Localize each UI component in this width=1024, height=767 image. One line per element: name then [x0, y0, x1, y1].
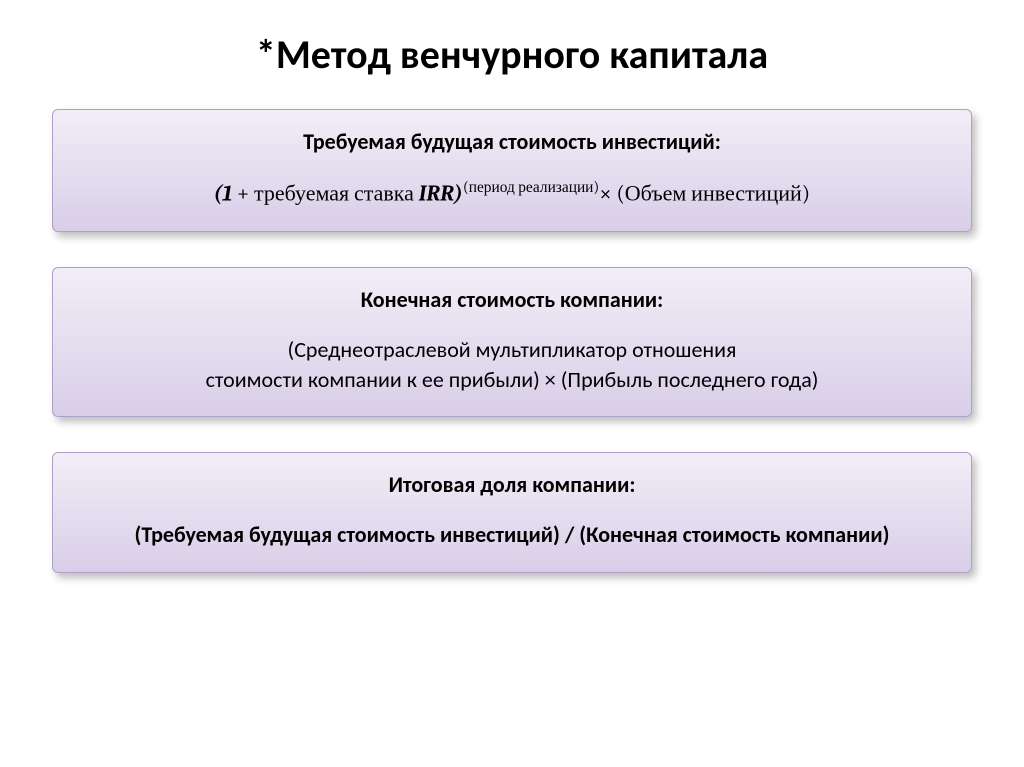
chevron-down-icon [442, 416, 582, 446]
paren-close: ) [454, 180, 463, 206]
box-heading: Требуемая будущая стоимость инвестиций: [73, 128, 951, 155]
body-bold: (Требуемая будущая стоимость инвестиций)… [135, 521, 890, 548]
paren-close-2: ) [802, 180, 810, 206]
slide: *Метод венчурного капитала Требуемая буд… [0, 0, 1024, 767]
slide-title: *Метод венчурного капитала [50, 30, 974, 79]
plus: + [232, 180, 254, 206]
box-formula: (1 + требуемая ставка IRR) ( период реализ… [73, 177, 951, 209]
body-line-2: стоимости компании к ее прибыли) × (Приб… [206, 366, 819, 393]
times: × [599, 180, 616, 206]
body-line-1: (Среднеотраслевой мультипликатор отношен… [288, 336, 737, 363]
volume: Объем инвестиций [625, 180, 802, 206]
box-heading: Итоговая доля компании: [73, 471, 951, 498]
irr: IRR [419, 180, 454, 206]
box-heading: Конечная стоимость компании: [73, 286, 951, 313]
box-body: (Среднеотраслевой мультипликатор отношен… [73, 335, 951, 394]
box-final-share: Итоговая доля компании: (Требуемая будущ… [52, 452, 972, 573]
one: 1 [223, 180, 233, 206]
box-future-value: Требуемая будущая стоимость инвестиций: … [52, 109, 972, 232]
rate-label: требуемая ставка [254, 180, 419, 206]
chevron-down-icon [442, 231, 582, 261]
exp-text: период реализации [469, 178, 594, 196]
chevron-stack: Требуемая будущая стоимость инвестиций: … [50, 109, 974, 573]
paren-open-2: ( [616, 180, 624, 206]
box-terminal-value: Конечная стоимость компании: (Среднеотра… [52, 267, 972, 417]
paren-open: ( [214, 180, 223, 206]
box-body: (Требуемая будущая стоимость инвестиций)… [73, 520, 951, 550]
